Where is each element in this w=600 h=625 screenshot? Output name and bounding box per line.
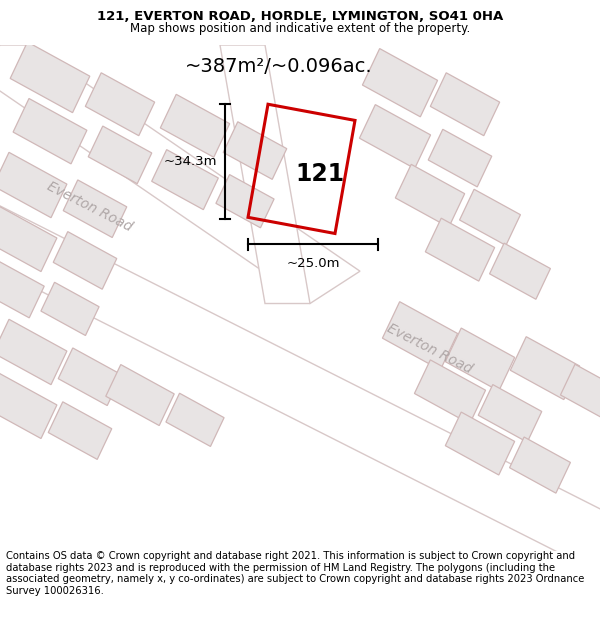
Polygon shape xyxy=(478,384,542,442)
Polygon shape xyxy=(395,164,464,228)
Polygon shape xyxy=(160,94,230,158)
Polygon shape xyxy=(13,99,87,164)
Polygon shape xyxy=(63,180,127,238)
Polygon shape xyxy=(362,49,437,117)
Polygon shape xyxy=(428,129,492,187)
Polygon shape xyxy=(166,393,224,446)
Text: Everton Road: Everton Road xyxy=(45,179,135,234)
Polygon shape xyxy=(88,126,152,184)
Polygon shape xyxy=(0,373,57,439)
Polygon shape xyxy=(560,364,600,419)
Polygon shape xyxy=(220,45,310,304)
Polygon shape xyxy=(152,149,218,209)
Polygon shape xyxy=(0,45,360,304)
Polygon shape xyxy=(85,72,155,136)
Text: Everton Road: Everton Road xyxy=(385,321,475,376)
Polygon shape xyxy=(445,328,515,391)
Polygon shape xyxy=(460,189,520,246)
Polygon shape xyxy=(359,104,431,169)
Text: ~34.3m: ~34.3m xyxy=(163,156,217,168)
Polygon shape xyxy=(490,243,550,299)
Polygon shape xyxy=(0,206,57,272)
Polygon shape xyxy=(430,72,500,136)
Polygon shape xyxy=(509,437,571,493)
Polygon shape xyxy=(415,360,485,424)
Text: 121, EVERTON ROAD, HORDLE, LYMINGTON, SO41 0HA: 121, EVERTON ROAD, HORDLE, LYMINGTON, SO… xyxy=(97,10,503,23)
Polygon shape xyxy=(223,122,287,179)
Text: Contains OS data © Crown copyright and database right 2021. This information is : Contains OS data © Crown copyright and d… xyxy=(6,551,584,596)
Text: 121: 121 xyxy=(295,162,344,186)
Polygon shape xyxy=(106,364,174,426)
Polygon shape xyxy=(216,174,274,228)
Polygon shape xyxy=(10,42,90,112)
Polygon shape xyxy=(48,402,112,459)
Polygon shape xyxy=(41,282,99,336)
Polygon shape xyxy=(0,152,67,218)
Polygon shape xyxy=(0,196,600,584)
Polygon shape xyxy=(53,232,117,289)
Polygon shape xyxy=(0,257,44,318)
Polygon shape xyxy=(425,218,494,281)
Polygon shape xyxy=(382,302,458,370)
Text: ~387m²/~0.096ac.: ~387m²/~0.096ac. xyxy=(185,57,373,76)
Polygon shape xyxy=(0,319,67,384)
Polygon shape xyxy=(445,412,515,475)
Polygon shape xyxy=(58,348,122,406)
Polygon shape xyxy=(511,337,580,399)
Text: ~25.0m: ~25.0m xyxy=(286,258,340,270)
Text: Map shows position and indicative extent of the property.: Map shows position and indicative extent… xyxy=(130,22,470,35)
